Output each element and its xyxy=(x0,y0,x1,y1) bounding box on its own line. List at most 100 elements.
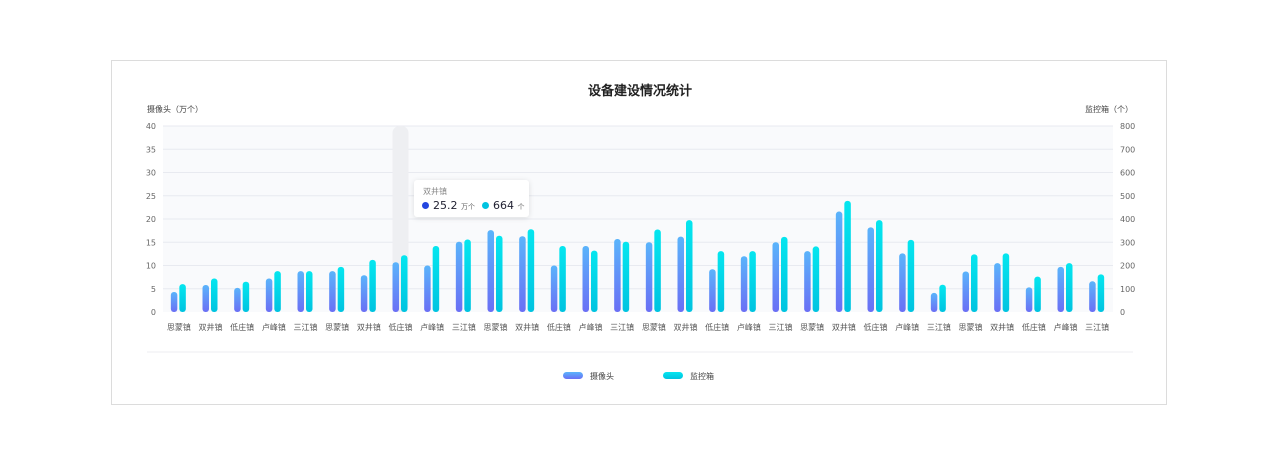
camera-bar xyxy=(487,230,494,312)
x-tick-label: 低庄镇 xyxy=(1022,322,1046,332)
x-tick-label: 三江镇 xyxy=(769,322,793,332)
x-tick-label: 三江镇 xyxy=(1085,322,1109,332)
x-tick-label: 双井镇 xyxy=(199,322,223,332)
camera-bar xyxy=(550,265,558,312)
x-tick-label: 卢峰镇 xyxy=(579,322,603,332)
right-tick-label: 0 xyxy=(1120,308,1125,317)
box-bar xyxy=(1097,274,1105,312)
x-tick-label: 双井镇 xyxy=(515,322,539,332)
box-bar xyxy=(306,271,313,312)
box-dot-icon xyxy=(482,202,489,209)
x-tick-label: 思蒙镇 xyxy=(959,322,983,332)
x-tick-label: 思蒙镇 xyxy=(800,322,824,332)
box-bar xyxy=(242,281,250,312)
x-tick-label: 三江镇 xyxy=(927,322,951,332)
left-tick-label: 30 xyxy=(146,169,156,178)
box-bar xyxy=(686,220,693,312)
x-tick-label: 卢峰镇 xyxy=(737,322,761,332)
left-tick-label: 0 xyxy=(151,308,156,317)
camera-bar xyxy=(424,265,431,312)
legend-box-swatch xyxy=(663,372,683,379)
camera-bar xyxy=(234,287,241,312)
left-tick-label: 40 xyxy=(146,122,156,131)
camera-bar xyxy=(297,271,304,312)
x-tick-label: 思蒙镇 xyxy=(167,322,191,332)
box-bar xyxy=(876,220,883,312)
x-tick-label: 三江镇 xyxy=(294,322,318,332)
left-tick-label: 20 xyxy=(146,215,156,224)
box-bar xyxy=(654,229,661,312)
box-bar xyxy=(844,200,851,312)
box-bar xyxy=(749,251,756,312)
camera-bar xyxy=(1089,281,1096,312)
legend-camera-label: 摄像头 xyxy=(590,371,614,381)
right-tick-label: 100 xyxy=(1120,285,1135,294)
right-tick-label: 200 xyxy=(1120,262,1135,271)
legend-box-label: 监控箱 xyxy=(690,371,714,381)
box-bar xyxy=(432,245,440,312)
box-bar xyxy=(812,246,820,312)
camera-bar xyxy=(265,278,273,312)
left-axis-label: 摄像头（万个） xyxy=(147,104,203,114)
box-bar xyxy=(971,254,978,312)
x-tick-label: 思蒙镇 xyxy=(642,322,666,332)
x-tick-label: 低庄镇 xyxy=(705,322,729,332)
x-tick-label: 思蒙镇 xyxy=(484,322,508,332)
camera-bar xyxy=(614,238,621,312)
camera-bar xyxy=(709,269,716,312)
x-tick-label: 思蒙镇 xyxy=(325,322,349,332)
right-axis-label: 监控箱（个） xyxy=(1085,104,1133,114)
camera-bar xyxy=(677,236,684,312)
right-tick-label: 300 xyxy=(1120,238,1135,247)
box-bar xyxy=(622,241,630,312)
box-bar xyxy=(1034,276,1041,312)
chart-card xyxy=(111,60,1167,405)
camera-bar xyxy=(392,262,399,312)
right-tick-label: 800 xyxy=(1120,122,1135,131)
x-tick-label: 卢峰镇 xyxy=(420,322,444,332)
camera-bar xyxy=(962,271,969,312)
box-bar xyxy=(1066,263,1073,312)
camera-bar xyxy=(455,241,463,312)
box-bar xyxy=(369,259,376,312)
tooltip-camera: 25.2 万个 xyxy=(422,199,475,212)
box-bar xyxy=(337,266,345,312)
x-tick-label: 双井镇 xyxy=(357,322,381,332)
x-tick-label: 三江镇 xyxy=(610,322,634,332)
right-tick-label: 700 xyxy=(1120,145,1135,154)
camera-bar xyxy=(645,242,653,312)
tooltip: 双井镇 25.2 万个 664 个 xyxy=(414,180,529,217)
box-bar xyxy=(179,284,186,312)
camera-bar xyxy=(899,253,906,312)
x-tick-label: 卢峰镇 xyxy=(262,322,286,332)
box-bar xyxy=(496,235,503,312)
left-tick-label: 15 xyxy=(146,238,156,247)
x-tick-label: 卢峰镇 xyxy=(1054,322,1078,332)
left-tick-label: 5 xyxy=(151,285,156,294)
x-tick-label: 三江镇 xyxy=(452,322,476,332)
camera-bar xyxy=(202,285,209,312)
camera-bar xyxy=(772,242,779,312)
camera-bar xyxy=(1025,287,1033,312)
box-bar xyxy=(527,229,535,312)
box-bar xyxy=(591,250,598,312)
right-tick-label: 500 xyxy=(1120,192,1135,201)
camera-bar xyxy=(519,236,526,312)
camera-bar xyxy=(804,251,811,312)
tooltip-box: 664 个 xyxy=(482,199,525,212)
box-bar xyxy=(939,284,946,312)
box-bar xyxy=(1002,253,1010,312)
box-bar xyxy=(717,251,725,312)
camera-bar xyxy=(994,263,1001,312)
legend-camera-swatch xyxy=(563,372,583,379)
camera-bar xyxy=(740,256,748,312)
x-tick-label: 双井镇 xyxy=(674,322,698,332)
box-bar xyxy=(211,278,218,312)
camera-bar xyxy=(329,271,336,312)
x-tick-label: 双井镇 xyxy=(832,322,856,332)
x-tick-label: 卢峰镇 xyxy=(895,322,919,332)
camera-dot-icon xyxy=(422,202,429,209)
left-tick-label: 25 xyxy=(146,192,156,201)
left-tick-label: 10 xyxy=(146,262,156,271)
